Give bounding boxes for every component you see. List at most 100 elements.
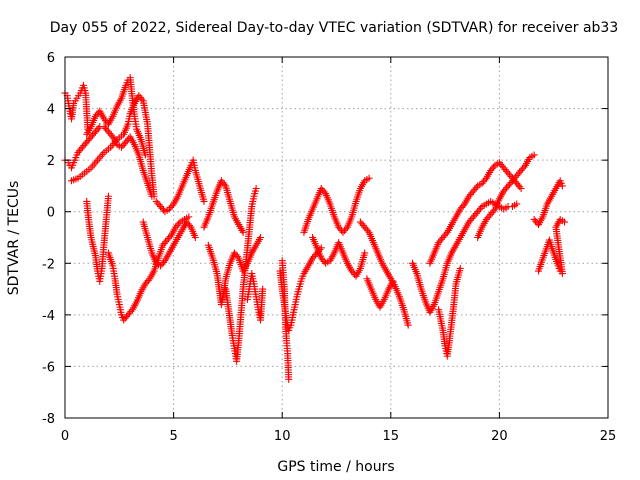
- data-point: [125, 309, 133, 317]
- data-point: [74, 148, 82, 156]
- data-point: [442, 230, 450, 238]
- data-point: [100, 115, 108, 123]
- data-point: [138, 95, 146, 103]
- data-point: [471, 211, 479, 219]
- data-point: [513, 179, 521, 187]
- data-point: [159, 258, 167, 266]
- data-point: [252, 185, 260, 193]
- data-point: [144, 276, 152, 284]
- data-point: [364, 227, 372, 235]
- x-axis-title: GPS time / hours: [277, 459, 394, 475]
- data-point: [167, 203, 175, 211]
- data-point: [256, 234, 264, 241]
- data-point: [487, 166, 495, 174]
- data-point: [80, 142, 88, 150]
- data-point: [159, 241, 167, 249]
- data-point: [157, 203, 165, 211]
- data-point: [342, 225, 350, 233]
- x-tick-label: 5: [169, 429, 177, 444]
- data-point: [122, 138, 130, 146]
- data-point: [141, 280, 149, 288]
- data-point: [120, 316, 128, 324]
- data-point: [479, 178, 487, 186]
- data-point: [501, 166, 509, 174]
- grid-lines: [65, 57, 608, 418]
- data-point: [389, 277, 397, 285]
- data-point: [158, 204, 166, 212]
- data-point: [404, 321, 412, 329]
- data-point: [520, 163, 528, 171]
- data-point: [320, 188, 328, 196]
- data-point: [356, 218, 364, 226]
- data-point: [339, 228, 347, 236]
- data-point: [102, 124, 110, 132]
- data-point: [309, 254, 317, 262]
- data-point: [160, 240, 168, 248]
- data-point: [468, 189, 476, 197]
- data-point: [466, 216, 474, 224]
- data-point: [361, 249, 369, 257]
- y-tick-label: -4: [42, 309, 55, 324]
- data-point: [516, 168, 524, 176]
- data-point: [183, 218, 191, 226]
- x-tick-label: 15: [383, 429, 400, 444]
- data-point: [259, 285, 267, 293]
- data-point: [506, 171, 514, 179]
- data-point: [119, 142, 127, 150]
- data-point: [219, 178, 227, 186]
- data-point: [498, 162, 506, 170]
- y-tick-label: -8: [42, 412, 55, 427]
- data-point: [77, 145, 85, 153]
- data-point: [104, 128, 112, 136]
- data-point: [317, 185, 325, 193]
- data-point: [154, 199, 162, 207]
- data-point: [127, 307, 135, 315]
- data-point: [465, 192, 473, 200]
- data-point: [513, 172, 521, 180]
- data-point: [165, 234, 173, 242]
- data-point: [530, 215, 538, 223]
- data-point: [482, 215, 490, 223]
- data-point: [503, 184, 511, 192]
- data-point: [100, 123, 108, 131]
- data-point: [506, 180, 514, 188]
- data-point: [436, 237, 444, 245]
- data-point: [477, 204, 485, 212]
- data-point: [488, 165, 496, 173]
- data-point: [561, 218, 569, 226]
- data-point: [481, 176, 489, 184]
- data-point: [155, 201, 163, 209]
- data-point: [94, 124, 102, 132]
- data-point: [340, 227, 348, 235]
- data-point: [348, 267, 356, 275]
- data-point: [490, 163, 498, 171]
- y-tick-label: 6: [47, 51, 55, 66]
- data-point: [124, 311, 132, 319]
- data-point: [166, 233, 174, 241]
- data-point: [232, 251, 240, 259]
- data-point: [530, 151, 538, 159]
- data-point: [365, 174, 373, 182]
- data-point: [513, 200, 521, 208]
- data-point: [163, 236, 171, 244]
- data-point: [175, 220, 183, 228]
- data-point: [504, 169, 512, 177]
- data-point: [465, 218, 473, 226]
- data-point: [120, 140, 128, 148]
- data-point: [472, 209, 480, 217]
- data-point: [514, 170, 522, 178]
- data-point: [121, 314, 129, 322]
- data-point: [497, 160, 505, 168]
- data-point: [361, 223, 369, 231]
- data-point: [217, 177, 225, 185]
- data-point: [135, 92, 143, 100]
- data-point: [84, 136, 92, 144]
- data-point: [123, 313, 131, 321]
- data-point: [93, 126, 101, 134]
- data-point: [437, 235, 445, 243]
- data-point: [162, 238, 170, 246]
- data-point: [191, 234, 199, 241]
- data-point: [487, 210, 495, 218]
- data-point: [435, 239, 443, 247]
